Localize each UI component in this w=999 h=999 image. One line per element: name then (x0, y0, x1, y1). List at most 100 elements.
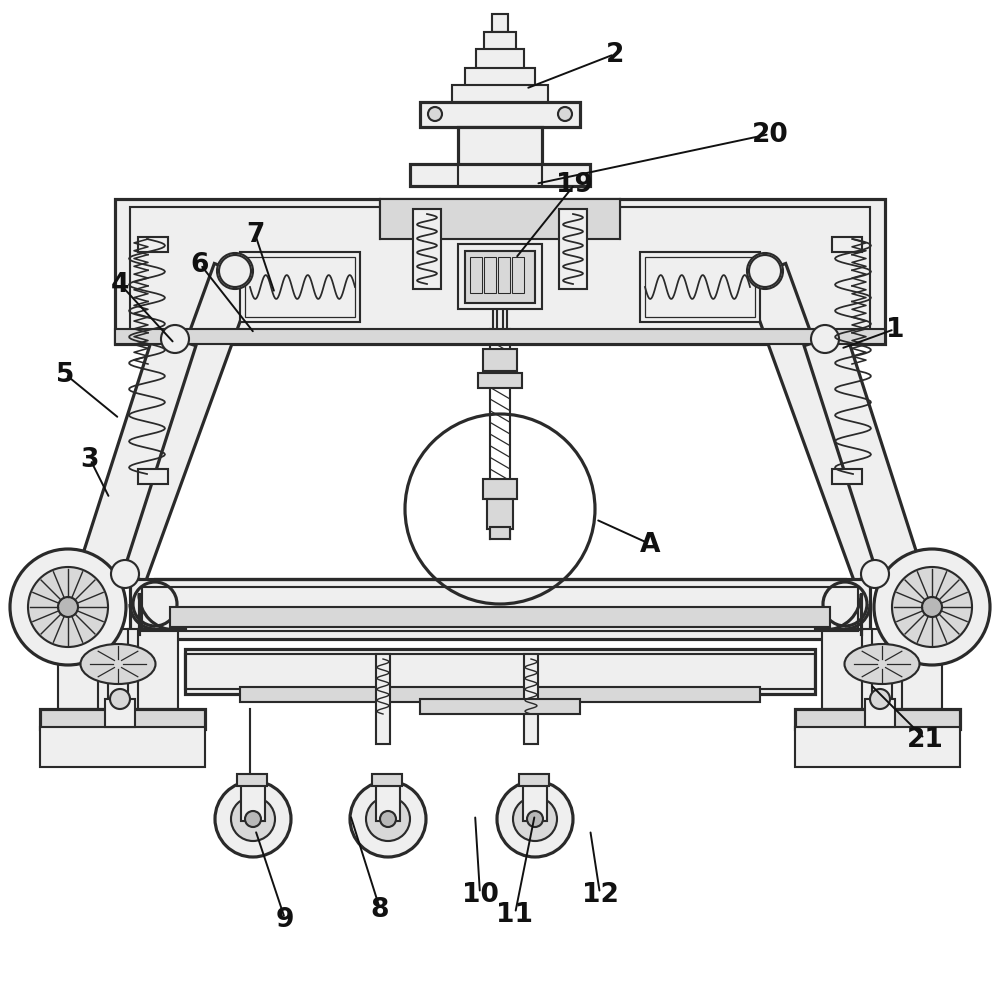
Circle shape (512, 797, 556, 841)
Bar (470, 258, 482, 294)
Bar (40, 727, 205, 767)
Circle shape (873, 549, 989, 665)
Bar (794, 727, 959, 767)
Circle shape (110, 689, 130, 709)
Circle shape (822, 582, 866, 626)
Bar (376, 779, 400, 821)
Bar (465, 252, 534, 304)
Text: 11: 11 (496, 901, 533, 927)
Bar (478, 374, 521, 389)
Text: 12: 12 (581, 881, 617, 907)
Bar (245, 258, 355, 318)
Circle shape (921, 597, 941, 617)
Bar (794, 709, 959, 729)
Circle shape (869, 689, 889, 709)
Circle shape (366, 797, 410, 841)
Bar (476, 50, 523, 70)
Bar (484, 258, 496, 294)
Bar (644, 258, 754, 318)
Bar (498, 258, 509, 294)
Bar (492, 15, 507, 33)
Circle shape (58, 597, 78, 617)
Bar (372, 774, 402, 786)
Bar (420, 103, 579, 128)
Bar (138, 238, 168, 253)
Bar (105, 699, 135, 727)
Bar (241, 779, 265, 821)
Polygon shape (803, 333, 922, 586)
Text: 6: 6 (191, 252, 209, 278)
Bar (483, 480, 516, 500)
Bar (40, 709, 205, 729)
Bar (523, 654, 537, 744)
Bar (240, 253, 360, 323)
Bar (487, 500, 512, 529)
Circle shape (497, 781, 572, 857)
Circle shape (245, 811, 261, 827)
Bar (558, 210, 586, 290)
Circle shape (810, 326, 838, 354)
Bar (185, 654, 814, 689)
Text: 21: 21 (906, 726, 942, 752)
Polygon shape (743, 264, 895, 582)
Circle shape (10, 549, 126, 665)
Circle shape (231, 797, 275, 841)
Circle shape (526, 811, 542, 827)
Polygon shape (77, 333, 196, 586)
Text: 9: 9 (276, 906, 294, 932)
Bar (831, 238, 861, 253)
Polygon shape (104, 264, 256, 582)
Bar (130, 208, 869, 337)
Bar (240, 687, 759, 702)
Circle shape (891, 567, 971, 647)
Bar (142, 587, 857, 631)
Ellipse shape (843, 644, 919, 684)
Bar (484, 33, 515, 51)
Bar (170, 607, 829, 627)
Bar (483, 350, 516, 372)
Bar (458, 245, 541, 310)
Bar (420, 699, 579, 714)
Circle shape (746, 254, 782, 290)
Circle shape (748, 256, 780, 288)
Text: 4: 4 (111, 272, 129, 298)
Text: 8: 8 (371, 896, 389, 922)
Text: 5: 5 (56, 362, 74, 388)
Circle shape (557, 108, 571, 122)
Bar (237, 774, 267, 786)
Bar (115, 200, 884, 345)
Circle shape (860, 560, 888, 588)
Circle shape (350, 781, 426, 857)
Bar (522, 779, 546, 821)
Bar (458, 128, 541, 166)
Circle shape (28, 567, 108, 647)
Bar (639, 253, 759, 323)
Circle shape (111, 560, 139, 588)
Circle shape (380, 811, 396, 827)
Bar (452, 86, 547, 104)
Circle shape (161, 326, 189, 354)
Text: 2: 2 (605, 42, 623, 68)
Bar (376, 654, 390, 744)
Text: 7: 7 (246, 222, 264, 248)
Bar (465, 69, 534, 87)
Bar (130, 579, 869, 639)
Bar (58, 629, 178, 709)
Text: 1: 1 (885, 317, 903, 343)
Bar (864, 699, 894, 727)
Bar (831, 470, 861, 485)
Bar (410, 165, 589, 187)
Text: A: A (639, 531, 659, 557)
Bar (380, 200, 619, 240)
Bar (518, 774, 548, 786)
Bar (821, 629, 941, 709)
Circle shape (133, 582, 177, 626)
Circle shape (215, 781, 291, 857)
Circle shape (217, 254, 253, 290)
Bar (490, 527, 509, 539)
Text: 20: 20 (751, 122, 787, 148)
Text: 19: 19 (555, 172, 593, 198)
Bar (413, 210, 441, 290)
Circle shape (219, 256, 251, 288)
Bar (511, 258, 523, 294)
